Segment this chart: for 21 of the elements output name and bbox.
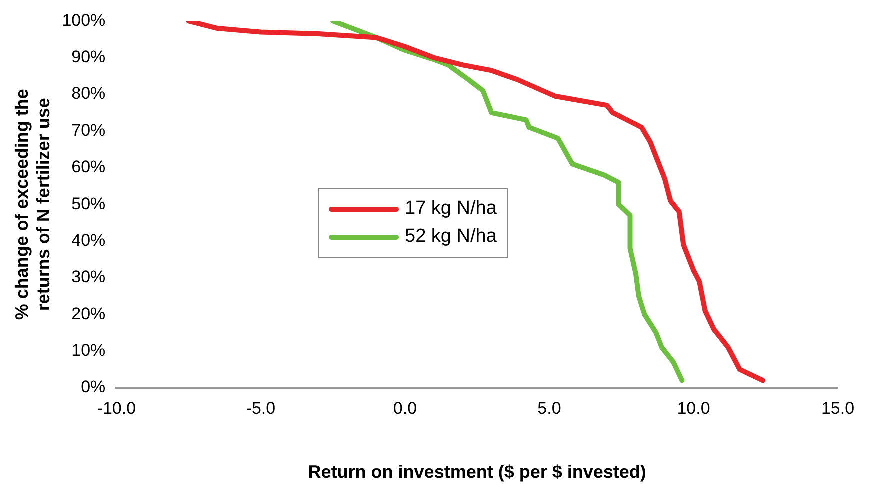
x-axis-title: Return on investment ($ per $ invested) xyxy=(308,462,646,482)
y-tick-label: 100% xyxy=(62,10,106,30)
x-tick-label: 0.0 xyxy=(393,398,418,418)
x-tick-label: -10.0 xyxy=(97,398,136,418)
x-tick-label: -5.0 xyxy=(246,398,276,418)
y-tick-label: 50% xyxy=(72,194,106,214)
y-tick-label: 60% xyxy=(72,158,106,177)
y-tick-label: 30% xyxy=(72,268,106,287)
legend-label: 52 kg N/ha xyxy=(405,225,497,249)
x-tick-label: 15.0 xyxy=(821,398,855,418)
y-tick-label: 10% xyxy=(72,341,106,360)
x-tick-label: 10.0 xyxy=(677,398,710,418)
y-tick-label: 80% xyxy=(72,84,106,104)
y-tick-label: 70% xyxy=(72,120,106,140)
y-tick-label: 20% xyxy=(72,304,106,324)
y-tick-label: 0% xyxy=(81,378,106,397)
y-axis-title: % change of exceeding the returns of N fertilizer use xyxy=(12,89,54,320)
y-tick-label: 40% xyxy=(72,230,106,250)
y-tick-label: 90% xyxy=(72,48,106,67)
legend-label: 17 kg N/ha xyxy=(405,197,497,221)
x-tick-label: 5.0 xyxy=(538,398,562,418)
